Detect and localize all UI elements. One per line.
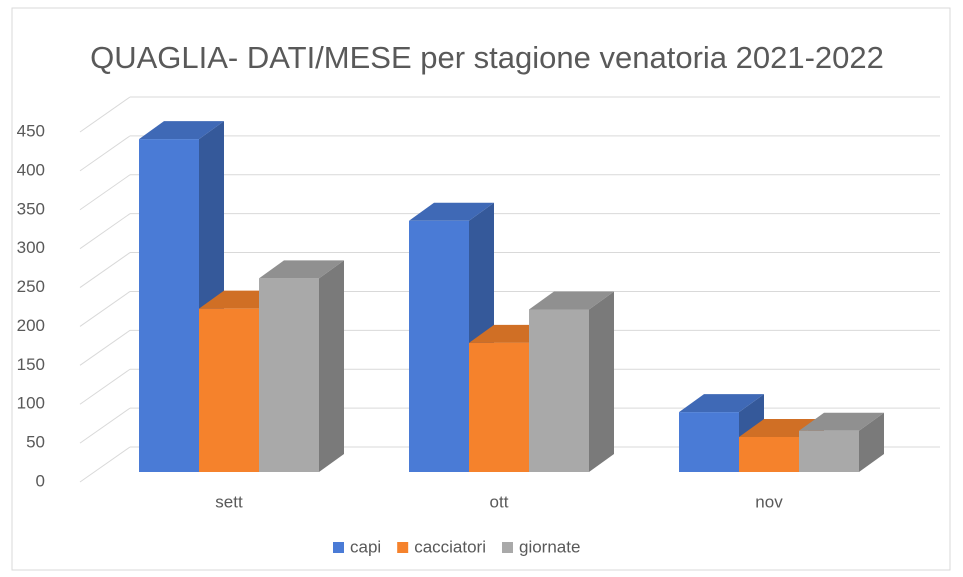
y-tick-label: 0 (36, 471, 45, 490)
grid-line (79, 329, 131, 366)
y-tick-label: 100 (17, 394, 45, 413)
bar (139, 139, 199, 472)
legend: capi cacciatori giornate (333, 537, 580, 556)
x-tick-label: ott (490, 492, 509, 511)
bar-side (589, 291, 614, 472)
grid-line (79, 252, 131, 288)
x-tick-label: sett (215, 492, 243, 511)
bar (529, 309, 589, 472)
grid-line (79, 407, 131, 444)
legend-swatch (397, 542, 409, 553)
grid-line (79, 291, 131, 327)
bar-side (859, 412, 884, 472)
bar-top (529, 291, 614, 310)
bar (199, 308, 259, 472)
bar (799, 430, 859, 472)
y-tick-label: 50 (26, 433, 45, 452)
grid-line (79, 135, 131, 172)
legend-swatch (502, 542, 513, 553)
legend-swatch (333, 542, 344, 553)
y-tick-label: 150 (17, 355, 45, 374)
bar (469, 342, 529, 472)
bar-top (799, 412, 884, 431)
bar-top (139, 121, 224, 140)
bar (739, 437, 799, 472)
y-tick-label: 200 (17, 316, 45, 335)
grid-line (79, 446, 131, 483)
grid-line (79, 174, 131, 211)
legend-label: capi (350, 537, 381, 556)
bar-top (259, 260, 344, 279)
grid-line (79, 213, 131, 250)
bar (259, 278, 319, 472)
y-tick-label: 350 (17, 199, 45, 218)
bar-side (319, 260, 344, 472)
y-tick-label: 450 (17, 121, 45, 140)
bar-top (409, 202, 494, 221)
bar (409, 220, 469, 472)
grid-line (79, 368, 131, 405)
legend-label: giornate (519, 537, 580, 556)
bars: sett ott nov (139, 121, 884, 511)
x-tick-label: nov (755, 492, 783, 511)
grid-line (79, 96, 131, 133)
bar-top (679, 394, 764, 413)
chart-title: QUAGLIA- DATI/MESE per stagione venatori… (90, 40, 884, 75)
y-tick-label: 400 (17, 160, 45, 179)
legend-label: cacciatori (414, 537, 486, 556)
y-tick-label: 300 (17, 238, 45, 257)
bar (679, 412, 739, 472)
y-tick-label: 250 (17, 277, 45, 296)
